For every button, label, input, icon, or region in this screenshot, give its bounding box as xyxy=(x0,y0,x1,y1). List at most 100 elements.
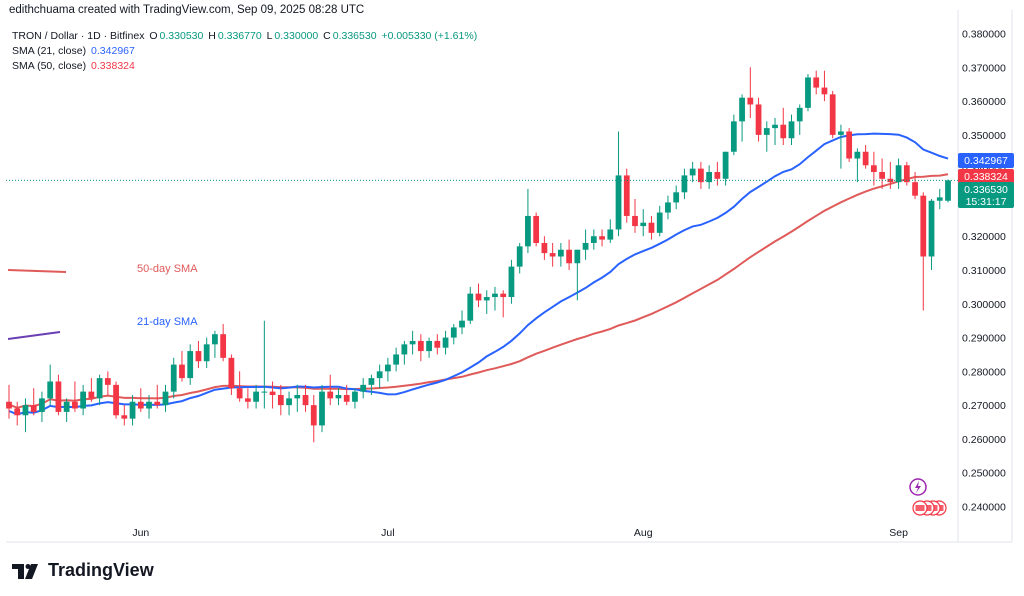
candle[interactable] xyxy=(352,388,358,409)
candle[interactable] xyxy=(327,374,334,406)
candle[interactable] xyxy=(673,185,680,210)
candle[interactable] xyxy=(928,199,935,270)
candle[interactable] xyxy=(689,161,696,183)
candle[interactable] xyxy=(244,388,251,409)
candle[interactable] xyxy=(838,124,844,169)
candle[interactable] xyxy=(228,354,235,395)
candle[interactable] xyxy=(30,388,37,416)
candle[interactable] xyxy=(730,114,737,156)
candle[interactable] xyxy=(854,148,861,183)
candle[interactable] xyxy=(72,381,78,412)
candle[interactable] xyxy=(846,128,853,162)
candle[interactable] xyxy=(903,161,910,186)
candle[interactable] xyxy=(788,114,795,145)
candle[interactable] xyxy=(483,290,490,314)
candle[interactable] xyxy=(607,219,614,243)
candle[interactable] xyxy=(763,121,770,152)
candle[interactable] xyxy=(63,398,70,423)
candle[interactable] xyxy=(772,117,778,145)
candle[interactable] xyxy=(656,205,663,237)
candle[interactable] xyxy=(648,215,655,240)
candle[interactable] xyxy=(805,74,811,112)
candle[interactable] xyxy=(500,290,507,318)
candle[interactable] xyxy=(508,259,515,304)
candle[interactable] xyxy=(335,388,342,406)
candle[interactable] xyxy=(294,384,301,412)
candle[interactable] xyxy=(154,384,161,409)
candle[interactable] xyxy=(706,165,713,189)
candle[interactable] xyxy=(862,145,869,169)
candle[interactable] xyxy=(599,229,605,247)
candle[interactable] xyxy=(14,401,21,426)
candle[interactable] xyxy=(39,391,45,423)
symbol-title[interactable]: TRON / Dollar · 1D · Bitfinex xyxy=(12,30,145,42)
candle[interactable] xyxy=(6,384,12,419)
candle[interactable] xyxy=(269,381,276,409)
candle[interactable] xyxy=(302,384,309,412)
candle[interactable] xyxy=(195,340,202,368)
candle[interactable] xyxy=(253,384,259,409)
candle[interactable] xyxy=(780,107,787,145)
candle[interactable] xyxy=(170,357,177,399)
candle[interactable] xyxy=(179,351,185,382)
candle[interactable] xyxy=(450,324,457,345)
candle[interactable] xyxy=(549,242,556,267)
candle[interactable] xyxy=(747,67,754,118)
candle[interactable] xyxy=(162,384,169,412)
candle[interactable] xyxy=(566,239,572,270)
sma50-price-badge[interactable]: 0.338324 xyxy=(958,169,1014,184)
candle[interactable] xyxy=(22,398,29,433)
candle[interactable] xyxy=(417,334,424,362)
candle[interactable] xyxy=(187,344,194,385)
candle[interactable] xyxy=(212,330,218,358)
candle[interactable] xyxy=(47,364,54,406)
candle[interactable] xyxy=(393,347,400,372)
candle[interactable] xyxy=(343,384,350,406)
tradingview-logo[interactable]: TradingView xyxy=(12,560,154,581)
candle[interactable] xyxy=(533,212,540,247)
candle[interactable] xyxy=(220,324,227,362)
candle[interactable] xyxy=(714,161,721,186)
candle[interactable] xyxy=(632,199,638,233)
candle[interactable] xyxy=(113,381,119,419)
candle[interactable] xyxy=(829,90,836,139)
candle[interactable] xyxy=(409,330,416,355)
candle[interactable] xyxy=(286,391,292,416)
candle[interactable] xyxy=(615,131,622,237)
candle[interactable] xyxy=(236,371,243,402)
candle[interactable] xyxy=(821,70,828,102)
candle[interactable] xyxy=(129,395,136,426)
candle[interactable] xyxy=(516,242,523,274)
candle[interactable] xyxy=(739,94,745,142)
candle[interactable] xyxy=(467,286,474,325)
candle[interactable] xyxy=(310,395,317,443)
sma21-legend[interactable]: SMA (21, close) 0.342967 xyxy=(12,45,137,57)
candle[interactable] xyxy=(401,340,408,365)
candle[interactable] xyxy=(88,378,95,402)
sma50-legend[interactable]: SMA (50, close) 0.338324 xyxy=(12,60,137,72)
candle[interactable] xyxy=(796,104,803,135)
candle[interactable] xyxy=(541,236,548,260)
candle[interactable] xyxy=(459,310,465,335)
candle[interactable] xyxy=(574,249,581,301)
candle[interactable] xyxy=(434,334,441,355)
candle[interactable] xyxy=(376,364,383,389)
candle[interactable] xyxy=(319,384,325,433)
candle[interactable] xyxy=(277,384,284,416)
candle[interactable] xyxy=(665,195,671,220)
candle[interactable] xyxy=(525,188,531,254)
sma21-price-badge[interactable]: 0.342967 xyxy=(958,153,1014,168)
candle[interactable] xyxy=(590,229,597,250)
candle[interactable] xyxy=(203,337,210,368)
candle[interactable] xyxy=(582,229,589,260)
candle[interactable] xyxy=(879,158,885,189)
candle[interactable] xyxy=(492,286,498,311)
candle[interactable] xyxy=(121,405,128,426)
candle[interactable] xyxy=(146,395,152,419)
event-icons[interactable] xyxy=(909,478,947,516)
candle[interactable] xyxy=(912,172,918,200)
candle[interactable] xyxy=(895,158,902,189)
candle[interactable] xyxy=(426,337,432,358)
